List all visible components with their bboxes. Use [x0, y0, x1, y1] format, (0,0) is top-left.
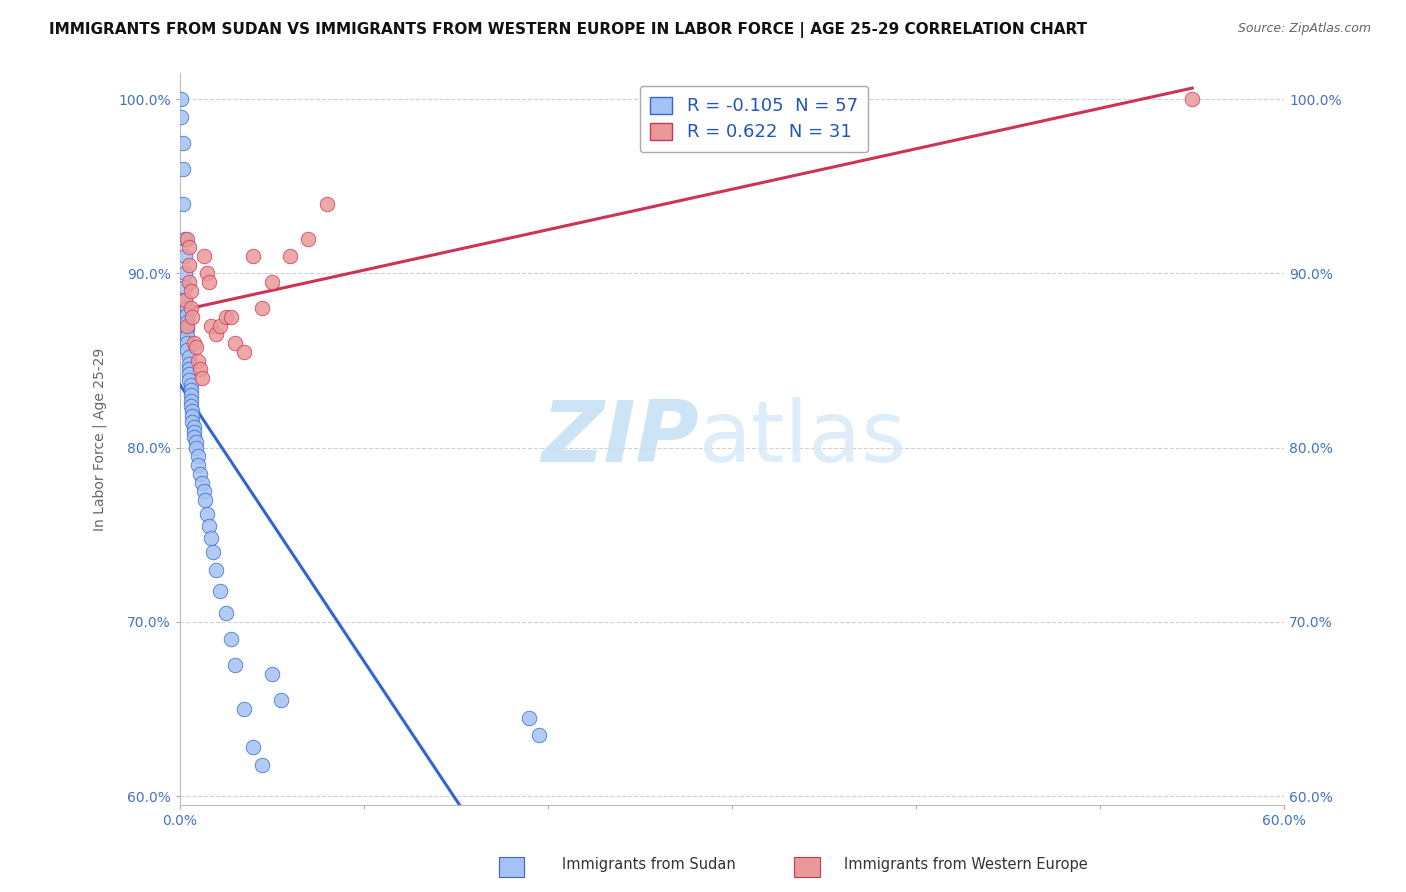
Point	[183, 430, 205, 444]
Point	[188, 467, 211, 481]
Point	[181, 310, 204, 324]
Point	[186, 340, 208, 354]
Point	[194, 492, 217, 507]
Point	[174, 293, 197, 307]
Point	[177, 362, 200, 376]
Point	[195, 507, 218, 521]
Point	[177, 240, 200, 254]
Text: Immigrants from Western Europe: Immigrants from Western Europe	[844, 857, 1087, 872]
Point	[242, 740, 264, 755]
Point	[181, 415, 204, 429]
Point	[181, 409, 204, 424]
Point	[187, 450, 209, 464]
Point	[177, 275, 200, 289]
Point	[297, 231, 319, 245]
Point	[209, 583, 232, 598]
Point	[260, 667, 283, 681]
Point	[190, 371, 212, 385]
Point	[174, 249, 197, 263]
Text: atlas: atlas	[699, 398, 907, 481]
Point	[278, 249, 301, 263]
Point	[187, 458, 209, 472]
Point	[180, 399, 202, 413]
Point	[1181, 92, 1204, 106]
Point	[193, 484, 215, 499]
Point	[260, 275, 283, 289]
Point	[315, 196, 337, 211]
Point	[180, 301, 202, 316]
Point	[177, 258, 200, 272]
Point	[174, 231, 197, 245]
Point	[224, 336, 246, 351]
Point	[205, 563, 228, 577]
Point	[224, 658, 246, 673]
Point	[209, 318, 232, 333]
Point	[519, 711, 541, 725]
Point	[198, 275, 221, 289]
Point	[201, 545, 224, 559]
Point	[252, 757, 274, 772]
Point	[180, 378, 202, 392]
Point	[183, 419, 205, 434]
Point	[214, 606, 236, 620]
Point	[190, 475, 212, 490]
Point	[180, 284, 202, 298]
Point	[205, 327, 228, 342]
Legend: R = -0.105  N = 57, R = 0.622  N = 31: R = -0.105 N = 57, R = 0.622 N = 31	[640, 86, 869, 153]
Point	[252, 301, 274, 316]
Point	[193, 249, 215, 263]
Point	[174, 280, 197, 294]
Point	[170, 92, 193, 106]
Point	[177, 368, 200, 382]
Point	[233, 702, 256, 716]
Point	[200, 531, 222, 545]
Point	[177, 350, 200, 364]
Point	[219, 310, 242, 324]
Point	[176, 308, 198, 322]
Point	[187, 353, 209, 368]
Point	[186, 441, 208, 455]
Point	[176, 318, 198, 333]
Y-axis label: In Labor Force | Age 25-29: In Labor Force | Age 25-29	[93, 347, 107, 531]
Point	[527, 728, 550, 742]
Point	[214, 310, 236, 324]
Point	[242, 249, 264, 263]
Point	[176, 329, 198, 343]
Point	[176, 322, 198, 336]
Text: ZIP: ZIP	[541, 398, 699, 481]
Point	[176, 315, 198, 329]
Text: IMMIGRANTS FROM SUDAN VS IMMIGRANTS FROM WESTERN EUROPE IN LABOR FORCE | AGE 25-: IMMIGRANTS FROM SUDAN VS IMMIGRANTS FROM…	[49, 22, 1087, 38]
Point	[181, 404, 204, 418]
Point	[177, 357, 200, 371]
Point	[172, 161, 194, 176]
Point	[180, 393, 202, 408]
Point	[174, 266, 197, 280]
Point	[200, 318, 222, 333]
Point	[219, 632, 242, 647]
Point	[176, 336, 198, 351]
Point	[180, 388, 202, 402]
Point	[176, 343, 198, 357]
Point	[183, 336, 205, 351]
Point	[174, 293, 197, 307]
Point	[183, 425, 205, 439]
Point	[176, 231, 198, 245]
Point	[195, 266, 218, 280]
Point	[170, 110, 193, 124]
Point	[176, 301, 198, 316]
Point	[177, 373, 200, 387]
Point	[270, 693, 292, 707]
Point	[172, 196, 194, 211]
Point	[233, 344, 256, 359]
Point	[186, 435, 208, 450]
Point	[172, 136, 194, 150]
Point	[198, 519, 221, 533]
Point	[188, 362, 211, 376]
Point	[180, 383, 202, 397]
Text: Source: ZipAtlas.com: Source: ZipAtlas.com	[1237, 22, 1371, 36]
Text: Immigrants from Sudan: Immigrants from Sudan	[562, 857, 737, 872]
